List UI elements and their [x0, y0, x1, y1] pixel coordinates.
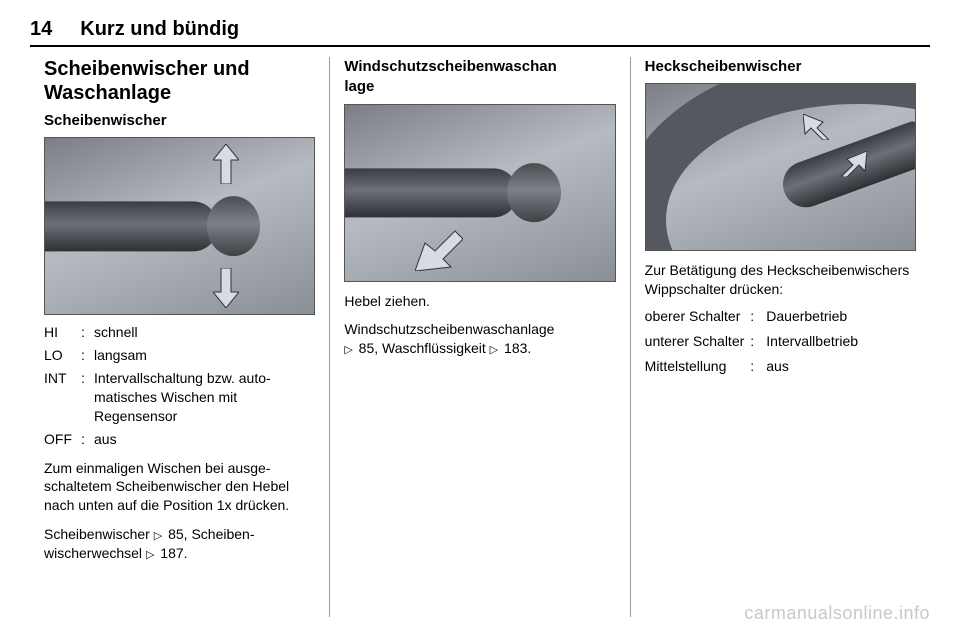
stalk-graphic	[344, 168, 518, 217]
row-key: oberer Schalter	[645, 307, 745, 326]
arrow-down-icon	[213, 268, 239, 308]
column-3: Heckscheibenwischer Zur Betätigung des H…	[630, 57, 930, 617]
row-val: Dauerbetrieb	[766, 307, 916, 326]
wiper-mode-definitions: HI:schnell LO:langsam INT:Intervallschal…	[44, 323, 315, 448]
title-line-2: Waschanlage	[44, 82, 171, 104]
ref-text-c: 187.	[156, 545, 187, 561]
row-key: unterer Schalter	[645, 332, 745, 351]
column-1: Scheibenwischer und Waschanlage Scheiben…	[30, 57, 329, 617]
def-colon: :	[78, 346, 88, 365]
page-number: 14	[30, 18, 52, 41]
def-key: LO	[44, 346, 72, 365]
arrow-pull-icon	[415, 223, 463, 271]
row-key: Mittelstellung	[645, 357, 745, 376]
arrow-up-icon	[213, 144, 239, 184]
page-header: 14 Kurz und bündig	[30, 18, 930, 47]
wiper-reference-paragraph: Scheibenwischer 85, Scheiben­wischerwech…	[44, 525, 315, 563]
rear-wiper-paragraph: Zur Betätigung des Heckscheiben­wischers…	[645, 261, 916, 299]
def-key: HI	[44, 323, 72, 342]
title-line-1: Scheibenwischer und	[44, 58, 250, 80]
section-title: Scheibenwischer und Waschanlage	[44, 57, 315, 105]
reference-icon	[146, 545, 156, 561]
arrow-press-bottom-icon	[841, 151, 867, 177]
def-key: OFF	[44, 430, 72, 449]
single-wipe-paragraph: Zum einmaligen Wischen bei ausge­schalte…	[44, 459, 315, 516]
def-val: aus	[94, 430, 315, 449]
def-colon: :	[78, 369, 88, 426]
ref-text-a: Scheibenwischer	[44, 526, 154, 542]
rear-wiper-switch-table: oberer Schalter: Dauerbetrieb unterer Sch…	[645, 307, 916, 376]
def-colon: :	[78, 430, 88, 449]
pull-lever-paragraph: Hebel ziehen.	[344, 292, 615, 311]
stalk-tip-graphic	[207, 196, 261, 256]
subheading-washer: Windschutzscheibenwaschan­ lage	[344, 57, 615, 98]
row-colon: :	[750, 332, 760, 351]
reference-icon	[490, 340, 500, 356]
subheading-rear-wiper: Heckscheibenwischer	[645, 57, 916, 77]
column-2: Windschutzscheibenwaschan­ lage Hebel zi…	[329, 57, 629, 617]
title-line-2: lage	[344, 78, 374, 95]
washer-reference-paragraph: Windschutzscheibenwaschanlage 85, Waschf…	[344, 320, 615, 358]
row-colon: :	[750, 357, 760, 376]
reference-icon	[154, 526, 164, 542]
ref-text-c: 183.	[500, 340, 531, 356]
ref-text-a: Windschutzscheibenwaschanlage	[344, 321, 554, 337]
watermark: carmanualsonline.info	[744, 603, 930, 624]
subheading-wiper: Scheibenwischer	[44, 111, 315, 131]
figure-wiper-stalk-updown	[44, 137, 315, 315]
stalk-graphic	[44, 202, 218, 251]
chapter-title: Kurz und bündig	[80, 18, 239, 41]
figure-rear-wiper-switch	[645, 83, 916, 251]
def-val: langsam	[94, 346, 315, 365]
ref-text-b: 85, Waschflüssigkeit	[355, 340, 490, 356]
row-val: Intervallbetrieb	[766, 332, 916, 351]
reference-icon	[344, 340, 354, 356]
arrow-press-top-icon	[803, 114, 829, 140]
row-val: aus	[766, 357, 916, 376]
def-key: INT	[44, 369, 72, 426]
def-val: schnell	[94, 323, 315, 342]
content-columns: Scheibenwischer und Waschanlage Scheiben…	[30, 57, 930, 617]
def-colon: :	[78, 323, 88, 342]
stalk-tip-graphic	[507, 163, 561, 223]
def-val: Intervallschaltung bzw. auto­matisches W…	[94, 369, 315, 426]
title-line-1: Windschutzscheibenwaschan­	[344, 58, 556, 75]
row-colon: :	[750, 307, 760, 326]
figure-washer-stalk-pull	[344, 104, 615, 282]
